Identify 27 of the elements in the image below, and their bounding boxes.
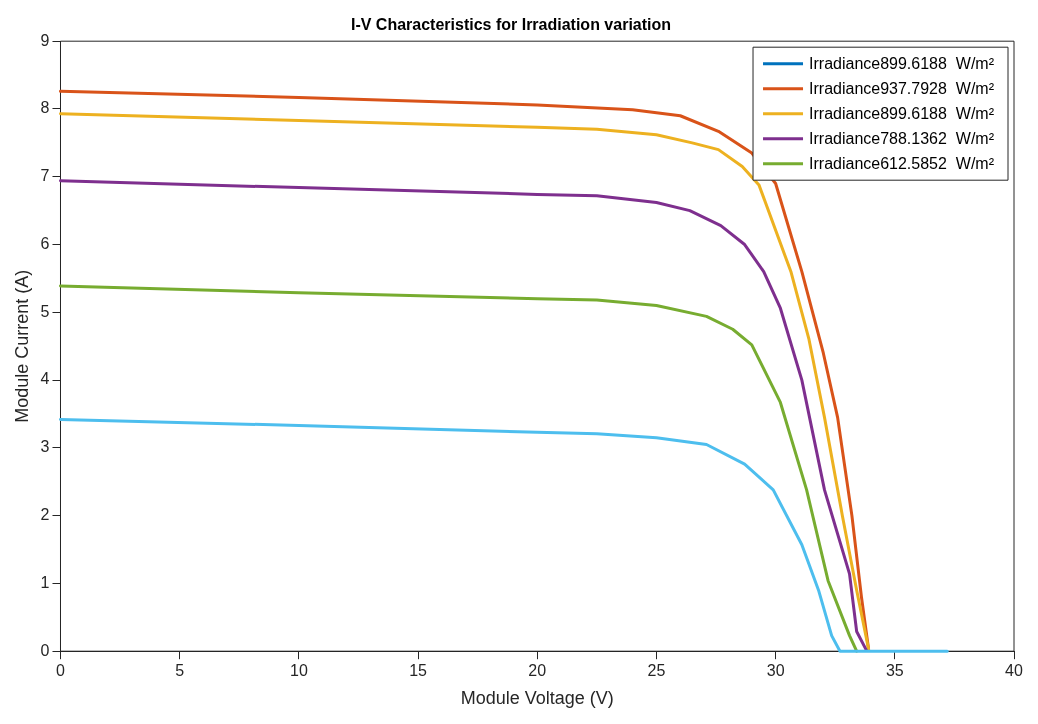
x-tick-label: 0 — [56, 662, 66, 680]
x-axis-title: Module Voltage (V) — [460, 688, 614, 709]
y-tick-label: 5 — [40, 302, 50, 320]
legend-label: Irradiance899.6188 W/m² — [809, 105, 995, 123]
y-tick-label: 9 — [40, 31, 50, 49]
y-tick-label: 2 — [40, 506, 50, 524]
x-tick-label: 20 — [528, 662, 547, 680]
legend-label: Irradiance937.7928 W/m² — [809, 80, 995, 98]
x-tick-label: 30 — [766, 662, 785, 680]
x-tick-label: 5 — [175, 662, 185, 680]
y-tick-label: 8 — [40, 99, 50, 117]
y-tick-label: 1 — [40, 573, 50, 591]
y-tick-label: 4 — [40, 370, 50, 388]
x-tick-label: 25 — [647, 662, 666, 680]
x-tick-label: 40 — [1005, 662, 1023, 680]
legend-label: Irradiance612.5852 W/m² — [809, 155, 995, 173]
x-tick-label: 35 — [885, 662, 904, 680]
y-tick-label: 6 — [40, 234, 50, 252]
legend-label: Irradiance899.6188 W/m² — [809, 55, 995, 73]
x-tick-label: 10 — [289, 662, 308, 680]
y-tick-label: 7 — [40, 167, 50, 185]
y-tick-label: 3 — [40, 438, 50, 456]
x-tick-label: 15 — [409, 662, 428, 680]
y-axis-title: Module Current (A) — [11, 269, 32, 423]
chart-title: I-V Characteristics for Irradiation variation — [350, 16, 672, 34]
y-tick-label: 0 — [40, 641, 50, 659]
legend-label: Irradiance788.1362 W/m² — [809, 130, 995, 148]
